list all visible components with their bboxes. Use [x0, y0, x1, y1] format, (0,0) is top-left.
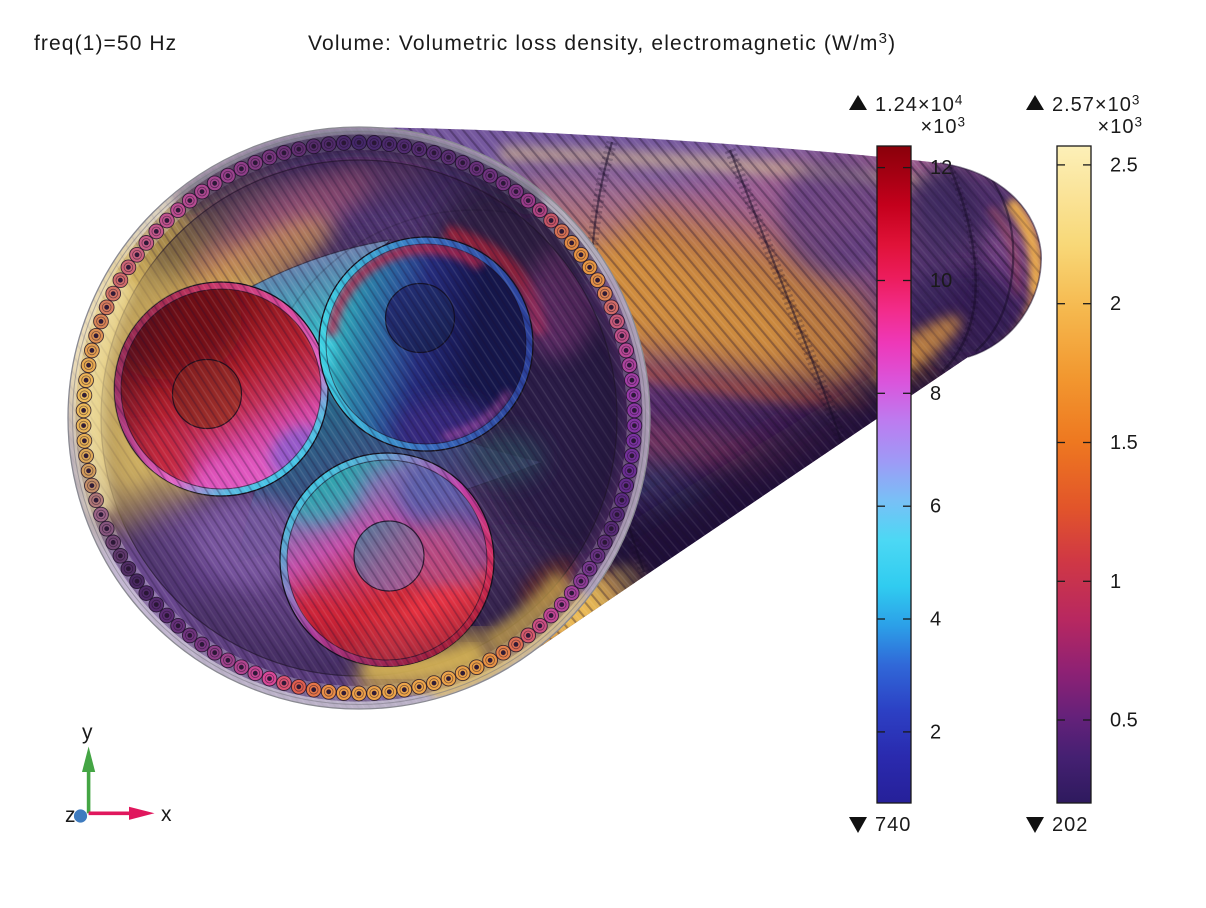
svg-text:1.24×104: 1.24×104 — [875, 93, 963, 117]
svg-text:4: 4 — [930, 609, 941, 631]
svg-text:Volume: Volumetric loss densit: Volume: Volumetric loss density, electro… — [308, 30, 896, 55]
svg-text:x: x — [161, 803, 172, 826]
svg-text:freq(1)=50 Hz: freq(1)=50 Hz — [34, 32, 177, 55]
svg-text:10: 10 — [930, 270, 952, 292]
svg-text:0.5: 0.5 — [1110, 710, 1138, 732]
svg-text:1.5: 1.5 — [1110, 432, 1138, 454]
svg-text:×103: ×103 — [921, 115, 966, 139]
svg-text:1: 1 — [1110, 571, 1121, 593]
svg-text:2: 2 — [1110, 293, 1121, 315]
svg-text:8: 8 — [930, 383, 941, 405]
svg-text:z: z — [65, 804, 76, 827]
svg-text:12: 12 — [930, 157, 952, 179]
svg-text:2.5: 2.5 — [1110, 154, 1138, 176]
svg-text:6: 6 — [930, 496, 941, 518]
svg-text:740: 740 — [875, 814, 911, 836]
svg-text:2.57×103: 2.57×103 — [1052, 93, 1140, 117]
svg-text:×103: ×103 — [1098, 115, 1143, 139]
svg-text:y: y — [82, 721, 93, 744]
svg-text:202: 202 — [1052, 814, 1088, 836]
svg-text:2: 2 — [930, 721, 941, 743]
